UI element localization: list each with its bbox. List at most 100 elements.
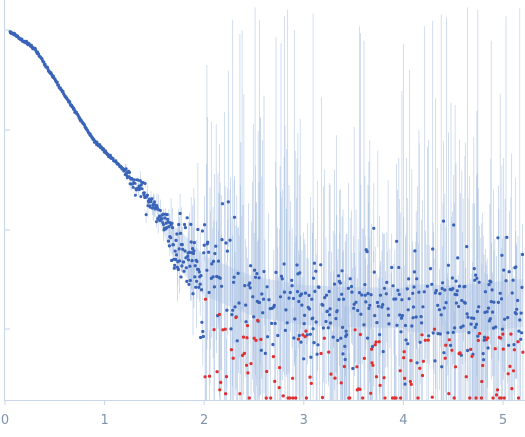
data-point	[489, 280, 493, 284]
data-point	[149, 200, 153, 204]
data-point	[446, 263, 450, 267]
data-point	[155, 206, 159, 210]
data-point	[212, 285, 216, 289]
data-point	[489, 300, 493, 304]
negative-data-point	[217, 312, 221, 317]
data-point	[412, 285, 416, 289]
data-point	[199, 274, 203, 278]
data-point	[417, 290, 421, 294]
data-point	[158, 209, 162, 212]
data-point	[504, 279, 508, 283]
data-point	[482, 335, 487, 339]
data-point	[174, 253, 179, 257]
negative-data-point	[408, 379, 412, 384]
negative-data-point	[256, 318, 260, 322]
data-point	[400, 314, 404, 318]
data-point	[457, 284, 462, 288]
data-point	[191, 292, 195, 296]
data-point	[211, 259, 216, 263]
negative-data-point	[383, 396, 387, 400]
data-point	[343, 357, 347, 362]
data-point	[244, 303, 248, 307]
negative-data-point	[288, 396, 292, 400]
data-point	[263, 351, 267, 355]
negative-data-point	[420, 333, 424, 337]
data-point	[248, 281, 252, 285]
data-point	[274, 270, 278, 274]
negative-data-point	[491, 396, 495, 400]
data-point	[244, 320, 248, 324]
data-point	[162, 223, 165, 227]
data-point	[172, 266, 176, 270]
negative-data-point	[481, 363, 485, 368]
data-point	[170, 221, 174, 225]
data-point	[142, 193, 146, 197]
data-point	[425, 284, 429, 288]
negative-data-point	[342, 364, 346, 369]
data-point	[255, 272, 259, 276]
negative-data-point	[254, 338, 258, 342]
data-point	[202, 243, 206, 247]
data-point	[224, 241, 228, 245]
negative-data-point	[371, 363, 375, 367]
data-point	[463, 284, 467, 289]
data-point	[442, 351, 446, 355]
negative-data-point	[444, 343, 448, 347]
negative-data-point	[329, 372, 333, 376]
data-point	[403, 323, 408, 328]
negative-data-point	[423, 338, 427, 342]
data-point	[366, 336, 370, 340]
data-point	[181, 247, 185, 251]
data-point	[290, 278, 294, 282]
data-point	[496, 236, 500, 240]
data-point	[415, 277, 419, 281]
negative-data-point	[271, 355, 275, 359]
data-point	[195, 259, 199, 264]
data-point	[481, 352, 485, 356]
data-point	[284, 308, 288, 312]
data-point	[206, 240, 210, 244]
data-point	[514, 265, 518, 269]
data-point	[378, 333, 382, 337]
data-point	[430, 282, 434, 286]
negative-data-point	[501, 347, 505, 351]
data-point	[293, 317, 297, 321]
negative-data-point	[501, 332, 505, 336]
negative-data-point	[511, 369, 516, 373]
data-point	[288, 290, 292, 295]
data-point	[431, 247, 435, 251]
negative-data-point	[241, 335, 246, 339]
data-point	[144, 213, 148, 217]
data-point	[349, 284, 354, 289]
negative-data-point	[219, 380, 223, 384]
negative-data-point	[398, 369, 402, 373]
data-point	[228, 238, 232, 242]
data-point	[305, 333, 309, 337]
data-point	[411, 316, 415, 320]
data-point	[386, 307, 390, 311]
data-point	[180, 243, 184, 247]
data-point	[298, 271, 302, 275]
data-point	[299, 292, 304, 296]
data-point-layer	[8, 30, 525, 386]
data-point	[390, 265, 394, 270]
data-point	[257, 300, 262, 305]
data-point	[198, 282, 202, 286]
data-point	[272, 303, 276, 307]
data-point	[395, 323, 399, 327]
negative-data-point	[269, 396, 273, 400]
data-point	[253, 275, 258, 279]
data-point	[232, 280, 236, 284]
negative-data-point	[246, 371, 250, 375]
negative-data-point	[242, 351, 246, 355]
data-point	[437, 308, 441, 312]
negative-data-point	[495, 388, 500, 392]
data-point	[312, 261, 316, 265]
data-point	[180, 264, 184, 268]
data-point	[230, 313, 234, 317]
negative-data-point	[320, 395, 325, 400]
data-point	[372, 270, 376, 274]
data-point	[316, 343, 320, 347]
data-point	[375, 300, 379, 305]
data-point	[182, 260, 186, 264]
